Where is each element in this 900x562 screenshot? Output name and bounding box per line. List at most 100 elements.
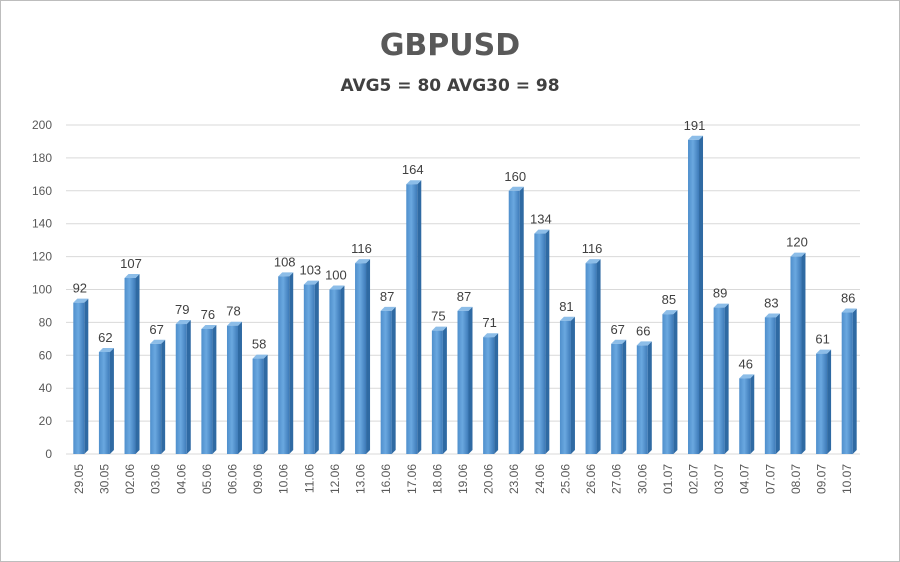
data-label: 92 bbox=[73, 281, 87, 296]
bar-front bbox=[73, 302, 85, 454]
bar-side bbox=[724, 303, 729, 454]
x-tick-label: 23.06 bbox=[507, 464, 521, 494]
bar bbox=[355, 259, 371, 454]
y-tick-label: 60 bbox=[39, 348, 53, 362]
bar-top bbox=[303, 280, 319, 285]
bar-front bbox=[150, 343, 162, 454]
bar-front bbox=[406, 184, 418, 454]
data-label: 116 bbox=[351, 241, 372, 256]
data-label: 120 bbox=[786, 235, 808, 250]
bar-top bbox=[406, 180, 422, 185]
bar-top bbox=[124, 273, 140, 278]
bar-side bbox=[827, 349, 832, 454]
x-tick-label: 12.06 bbox=[328, 464, 342, 494]
chart-title: GBPUSD bbox=[379, 28, 521, 63]
bar-top bbox=[457, 306, 473, 311]
data-label: 87 bbox=[380, 289, 394, 304]
y-tick-label: 140 bbox=[32, 217, 52, 231]
bar-side bbox=[519, 186, 524, 455]
bar bbox=[841, 308, 857, 454]
x-tick-label: 09.06 bbox=[251, 464, 265, 494]
bar-top bbox=[355, 259, 371, 264]
x-axis-ticks: 29.05 30.05 02.06 03.06 04.06 05.06 06.06 09.06… bbox=[72, 464, 854, 494]
bar-top bbox=[636, 341, 652, 346]
x-tick-label: 13.06 bbox=[354, 464, 368, 494]
x-tick-label: 29.05 bbox=[72, 464, 86, 494]
bar-front bbox=[329, 289, 341, 454]
bar-top bbox=[98, 348, 114, 353]
bar-top bbox=[508, 186, 524, 191]
bar-front bbox=[483, 337, 495, 454]
bar-top bbox=[175, 320, 191, 325]
x-tick-label: 02.06 bbox=[123, 464, 137, 494]
bar-side bbox=[161, 339, 166, 454]
bar-front bbox=[790, 256, 802, 454]
y-tick-label: 20 bbox=[39, 414, 53, 428]
bar bbox=[739, 374, 755, 454]
bar bbox=[406, 180, 422, 454]
bar-top bbox=[201, 324, 217, 329]
x-tick-label: 10.07 bbox=[840, 464, 854, 494]
data-label: 78 bbox=[226, 304, 240, 319]
bar bbox=[278, 272, 294, 454]
data-label: 79 bbox=[175, 302, 189, 317]
data-label: 85 bbox=[662, 292, 676, 307]
x-tick-label: 30.06 bbox=[635, 464, 649, 494]
bar-top bbox=[278, 272, 294, 277]
bar-front bbox=[739, 378, 751, 454]
bar bbox=[483, 333, 499, 454]
bar-front bbox=[226, 325, 238, 454]
x-tick-label: 27.06 bbox=[610, 464, 624, 494]
bar-front bbox=[713, 307, 725, 454]
bar-front bbox=[559, 320, 571, 454]
bar-front bbox=[303, 284, 315, 454]
bar-side bbox=[212, 324, 217, 454]
data-label: 107 bbox=[120, 256, 142, 271]
data-label: 66 bbox=[636, 323, 650, 338]
bar bbox=[98, 348, 114, 454]
bar-front bbox=[508, 190, 520, 455]
bar-front bbox=[355, 263, 367, 454]
bar-front bbox=[380, 310, 392, 454]
bar-side bbox=[673, 310, 678, 454]
bar-side bbox=[391, 306, 396, 454]
data-label: 67 bbox=[610, 322, 624, 337]
bar bbox=[303, 280, 319, 454]
bar-front bbox=[457, 310, 469, 454]
bar bbox=[252, 354, 268, 454]
data-label: 100 bbox=[325, 268, 347, 283]
bar-side bbox=[186, 320, 191, 454]
bar bbox=[380, 306, 396, 454]
bar-side bbox=[340, 285, 345, 454]
bar-side bbox=[135, 273, 140, 454]
bar bbox=[585, 259, 601, 454]
bar bbox=[175, 320, 191, 454]
bar-side bbox=[109, 348, 114, 454]
data-label: 61 bbox=[815, 332, 829, 347]
data-label: 81 bbox=[559, 299, 573, 314]
x-tick-label: 26.06 bbox=[584, 464, 598, 494]
x-tick-label: 03.07 bbox=[712, 464, 726, 494]
bar bbox=[150, 339, 166, 454]
bar-front bbox=[534, 233, 546, 454]
bar-side bbox=[622, 339, 627, 454]
bar-front bbox=[175, 324, 187, 454]
bar-side bbox=[84, 298, 89, 454]
x-tick-label: 01.07 bbox=[661, 464, 675, 494]
bar-top bbox=[380, 306, 396, 311]
bar bbox=[124, 273, 140, 454]
data-label: 62 bbox=[98, 330, 112, 345]
bar-side bbox=[468, 306, 473, 454]
bar-side bbox=[775, 313, 780, 454]
bar bbox=[329, 285, 345, 454]
data-label: 108 bbox=[274, 254, 296, 269]
bar-top bbox=[841, 308, 857, 313]
bar-front bbox=[98, 352, 110, 454]
bar bbox=[457, 306, 473, 454]
data-label: 191 bbox=[684, 118, 706, 133]
bar bbox=[611, 339, 627, 454]
x-tick-label: 08.07 bbox=[789, 464, 803, 494]
x-tick-label: 19.06 bbox=[456, 464, 470, 494]
